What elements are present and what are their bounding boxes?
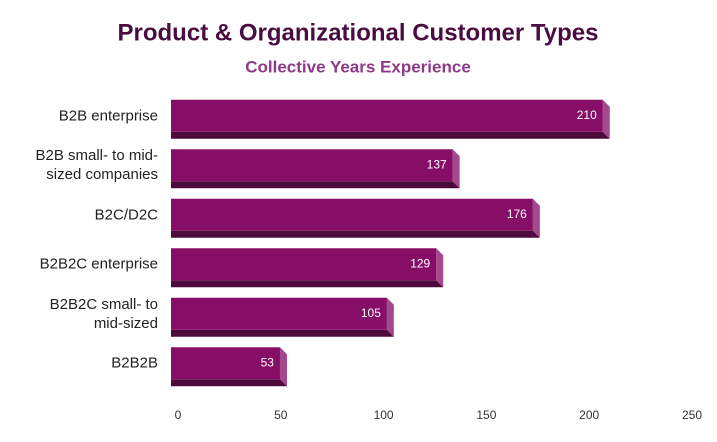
bar xyxy=(171,198,533,231)
bar-bottom xyxy=(171,280,444,288)
bar-bottom xyxy=(171,181,460,189)
y-tick-label: B2C/D2C xyxy=(94,206,158,224)
x-tick-label: 200 xyxy=(579,408,599,422)
bar-side xyxy=(452,149,460,189)
x-tick-label: 150 xyxy=(476,408,496,422)
y-tick-label: B2B enterprise xyxy=(58,107,158,125)
bar-side xyxy=(602,99,610,139)
bar-bottom xyxy=(171,329,394,337)
value-label: 137 xyxy=(427,157,447,171)
x-tick-label: 0 xyxy=(175,408,182,422)
value-label: 176 xyxy=(507,207,527,221)
x-tick-label: 50 xyxy=(274,408,288,422)
y-tick-label: B2B2C small- to mid-sized xyxy=(49,295,158,332)
bar-bottom xyxy=(171,131,610,139)
bar-side xyxy=(436,248,444,288)
value-label: 210 xyxy=(577,108,597,122)
x-tick-label: 250 xyxy=(682,408,702,422)
bar-side xyxy=(279,347,287,387)
value-label: 129 xyxy=(410,256,430,270)
bar xyxy=(171,297,387,330)
y-tick-label: B2B small- to mid-sized companies xyxy=(35,147,158,184)
value-label: 53 xyxy=(261,355,275,369)
chart-subtitle: Collective Years Experience xyxy=(245,57,471,76)
bar-bottom xyxy=(171,379,287,387)
y-tick-label: B2B2C enterprise xyxy=(39,255,158,273)
bar-side xyxy=(386,297,394,337)
bar xyxy=(171,149,453,182)
y-tick-label: B2B2B xyxy=(111,354,158,372)
bar-side xyxy=(532,198,540,238)
x-tick-label: 100 xyxy=(374,408,394,422)
bar xyxy=(171,347,280,380)
value-label: 105 xyxy=(361,306,381,320)
bar xyxy=(171,99,603,132)
chart-title: Product & Organizational Customer Types xyxy=(118,19,599,46)
bar xyxy=(171,248,437,281)
bar-bottom xyxy=(171,230,540,238)
